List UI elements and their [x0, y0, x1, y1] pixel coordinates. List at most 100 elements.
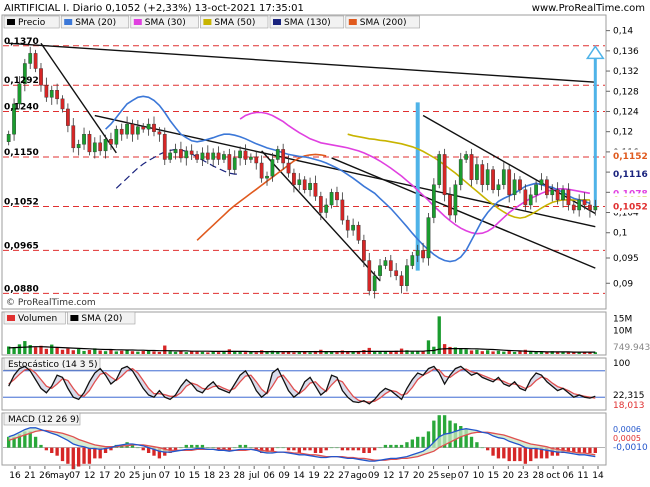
volume-bar — [426, 340, 431, 354]
x-axis-label: 09 — [278, 471, 290, 481]
macd-histogram-bar — [179, 447, 183, 449]
volume-bar — [233, 350, 237, 354]
candle-body — [539, 179, 544, 185]
level-label: 0,1292 — [4, 76, 39, 86]
x-axis-label: 06 — [562, 471, 574, 481]
volume-bar — [372, 351, 377, 354]
macd-histogram-bar — [297, 447, 301, 453]
volume-bar — [448, 346, 452, 354]
candle-body — [17, 83, 22, 105]
macd-histogram-bar — [523, 447, 528, 464]
site-link[interactable]: www.ProRealTime.com — [532, 3, 645, 14]
candle-body — [49, 90, 54, 98]
volume-bar — [12, 347, 16, 354]
volume-bar — [243, 352, 248, 354]
price-axis-label: 0,104 — [613, 209, 639, 219]
legend-item-bg — [200, 15, 269, 29]
macd-histogram-bar — [362, 447, 366, 453]
candle-body — [33, 53, 38, 69]
volume-bar — [254, 352, 258, 354]
level-label: 0,0880 — [4, 284, 39, 294]
price-axis-label: 0,095 — [613, 254, 639, 264]
candle-body — [195, 154, 199, 160]
x-axis-label: 07 — [458, 471, 469, 481]
x-axis-label: 20 — [503, 471, 515, 481]
volume-bar — [76, 349, 81, 354]
x-axis-label: 10 — [473, 471, 485, 481]
x-axis-label: 19 — [308, 471, 320, 481]
macd-histogram-bar — [464, 428, 468, 448]
candle-body — [60, 98, 65, 110]
x-axis-label: 09 — [368, 471, 380, 481]
macd-histogram-bar — [249, 447, 253, 449]
candle-body — [308, 183, 312, 190]
candle-body — [286, 162, 291, 174]
macd-histogram-bar — [399, 444, 404, 448]
candle-body — [92, 142, 97, 153]
candle-body — [507, 169, 512, 196]
volume-bar — [389, 351, 393, 354]
price-axis-label: 0,132 — [613, 67, 639, 77]
value-tag: 0,1152 — [613, 152, 648, 162]
volume-bar — [335, 352, 339, 354]
legend-swatch — [203, 19, 212, 25]
volume-bar — [130, 351, 135, 354]
level-label: 0,1240 — [4, 102, 39, 112]
macd-histogram-bar — [130, 444, 135, 448]
macd-histogram-bar — [346, 447, 350, 451]
macd-signal-value: 0,0005 — [613, 434, 641, 443]
candle-body — [275, 149, 280, 160]
volume-bar — [216, 352, 221, 354]
level-label: 0,1150 — [4, 148, 39, 158]
price-axis-label: 0,1 — [613, 229, 627, 239]
macd-histogram-bar — [496, 447, 501, 459]
value-tag: 0,1052 — [613, 202, 648, 212]
price-axis-label: 0,124 — [613, 107, 639, 117]
volume-bar — [566, 351, 571, 354]
macd-histogram-bar — [55, 447, 59, 456]
candle-body — [335, 192, 339, 201]
macd-histogram-bar — [136, 447, 140, 449]
volume-bar — [480, 351, 484, 354]
volume-sma-line — [8, 346, 596, 353]
x-axis-label: oct — [546, 471, 560, 481]
candle-body — [491, 169, 495, 190]
volume-bar — [152, 351, 156, 354]
candle-body — [71, 125, 76, 149]
volume-bar — [292, 352, 296, 354]
sma200-line — [196, 153, 327, 241]
chart-title: AIRTIFICIAL I. Diario 0,1052 (+2,33%) 13… — [4, 3, 304, 14]
volume-bar — [378, 351, 382, 354]
macd-histogram-bar — [512, 447, 517, 462]
macd-histogram-bar — [335, 447, 339, 449]
volume-bar — [459, 348, 463, 354]
macd-histogram-bar — [480, 447, 484, 449]
legend-swatch — [64, 19, 73, 25]
volume-bar — [265, 351, 269, 354]
macd-histogram-bar — [233, 447, 237, 449]
x-axis-label: 11 — [577, 471, 588, 481]
value-tag: 0,1116 — [613, 170, 648, 180]
x-axis-label: may — [50, 471, 70, 481]
volume-bar — [561, 352, 565, 354]
candle-body — [448, 194, 452, 216]
x-axis-label: ago — [350, 471, 367, 481]
candle-body — [39, 68, 43, 86]
macd-histogram-bar — [190, 444, 194, 448]
candle-body — [103, 139, 108, 152]
volume-bar — [103, 351, 108, 354]
volume-bar — [416, 350, 420, 354]
x-axis-label: 16 — [9, 471, 21, 481]
candle-body — [340, 199, 345, 221]
macd-histogram-bar — [281, 447, 285, 449]
candle-body — [399, 275, 404, 286]
price-axis-label: 0,12 — [613, 128, 633, 138]
trendline — [94, 114, 596, 228]
stochastic-d-line — [8, 367, 596, 403]
candle-body — [555, 189, 560, 201]
volume-axis-label: 10M — [613, 326, 632, 336]
volume-bar — [588, 352, 592, 354]
volume-bar — [523, 349, 528, 354]
macd-histogram-bar — [238, 444, 242, 448]
volume-bar — [437, 316, 441, 354]
